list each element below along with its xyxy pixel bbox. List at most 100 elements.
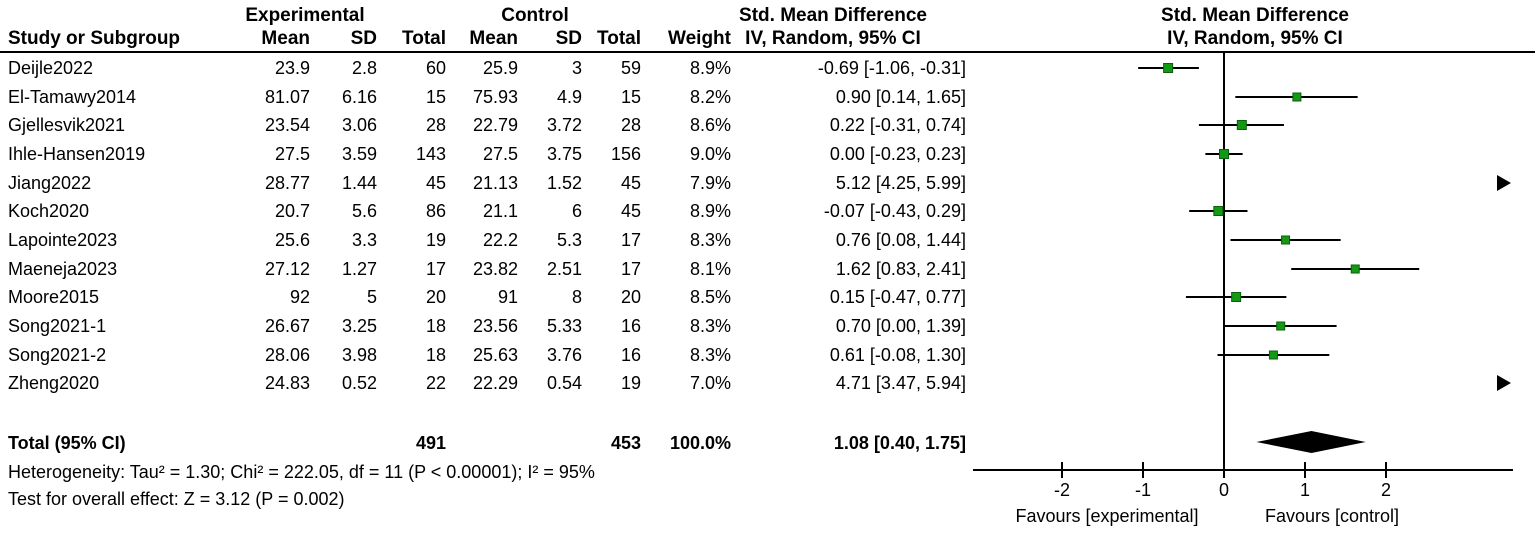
ctl-total-cell: 59 (620, 58, 641, 78)
exp-total-cell: 143 (415, 144, 446, 164)
effect-marker (1213, 206, 1224, 216)
ctl-mean-cell: 22.79 (472, 115, 518, 135)
summary-diamond (1256, 431, 1366, 453)
ctl-sd-cell: 2.51 (546, 259, 582, 279)
ci-text-cell: -0.07 [-0.43, 0.29] (823, 201, 966, 221)
offscale-right-arrow (1497, 375, 1511, 391)
exp-mean-cell: 23.9 (274, 58, 310, 78)
overall-effect-text: Test for overall effect: Z = 3.12 (P = 0… (8, 489, 345, 509)
ctl-total-column-header: Total (597, 28, 641, 49)
weight-cell: 8.6% (689, 115, 731, 135)
weight-cell: 8.2% (689, 87, 731, 107)
experimental-group-header: Experimental (245, 5, 365, 26)
ctl-mean-cell: 25.9 (482, 58, 518, 78)
ctl-total-cell: 17 (620, 259, 641, 279)
study-name: Gjellesvik2021 (8, 115, 126, 135)
ci-text-cell: 4.71 [3.47, 5.94] (835, 373, 966, 393)
effect-marker (1281, 235, 1291, 245)
effect-marker (1268, 350, 1278, 360)
exp-mean-cell: 28.06 (264, 345, 310, 365)
exp-sd-cell: 3.59 (341, 144, 377, 164)
study-name: Lapointe2023 (8, 230, 118, 250)
exp-mean-column-header: Mean (261, 28, 310, 49)
ci-text-cell: 5.12 [4.25, 5.99] (835, 173, 966, 193)
study-column-header: Study or Subgroup (8, 28, 181, 49)
weight-cell: 9.0% (689, 144, 731, 164)
total-ci-text: 1.08 [0.40, 1.75] (833, 433, 966, 453)
smd-text-column-header: Std. Mean Difference (739, 5, 927, 26)
exp-sd-cell: 2.8 (351, 58, 377, 78)
weight-cell: 8.5% (689, 287, 731, 307)
exp-total-cell: 22 (425, 373, 446, 393)
exp-mean-cell: 28.77 (264, 173, 310, 193)
ctl-total-cell: 28 (620, 115, 641, 135)
ctl-mean-column-header: Mean (469, 28, 518, 49)
ci-text-cell: 0.15 [-0.47, 0.77] (829, 287, 966, 307)
exp-sd-cell: 3.06 (341, 115, 377, 135)
weight-cell: 8.3% (689, 316, 731, 336)
ctl-sd-column-header: SD (555, 28, 582, 49)
ctl-mean-cell: 23.82 (472, 259, 518, 279)
exp-mean-cell: 23.54 (264, 115, 310, 135)
smd-plot-column-header: Std. Mean Difference (1161, 5, 1349, 26)
ci-text-cell: 0.90 [0.14, 1.65] (835, 87, 966, 107)
exp-total-cell: 20 (425, 287, 446, 307)
exp-sd-cell: 5.6 (351, 201, 377, 221)
exp-total-cell: 86 (425, 201, 446, 221)
study-name: Deijle2022 (8, 58, 94, 78)
exp-total-cell: 17 (425, 259, 446, 279)
exp-total-cell: 19 (425, 230, 446, 250)
axis-tick-label: 0 (1219, 480, 1229, 500)
favours-control-label: Favours [control] (1264, 506, 1400, 526)
exp-total-cell: 28 (425, 115, 446, 135)
axis-tick-label: -2 (1054, 480, 1070, 500)
ctl-sd-cell: 3.76 (546, 345, 582, 365)
ctl-mean-cell: 21.1 (482, 201, 518, 221)
axis-tick-label: 2 (1381, 480, 1391, 500)
offscale-right-arrow (1497, 175, 1511, 191)
study-name: Jiang2022 (8, 173, 92, 193)
ctl-mean-cell: 91 (497, 287, 518, 307)
exp-sd-cell: 1.27 (341, 259, 377, 279)
control-group-header: Control (501, 5, 569, 26)
ctl-mean-cell: 22.29 (472, 373, 518, 393)
exp-total-cell: 45 (425, 173, 446, 193)
exp-total-cell: 60 (425, 58, 446, 78)
weight-cell: 8.9% (689, 201, 731, 221)
ctl-mean-cell: 21.13 (472, 173, 518, 193)
exp-total-cell: 15 (425, 87, 446, 107)
exp-total-cell: 18 (425, 345, 446, 365)
ctl-sd-cell: 6 (571, 201, 582, 221)
ctl-mean-cell: 27.5 (482, 144, 518, 164)
effect-marker (1163, 63, 1174, 73)
weight-column-header: Weight (668, 28, 731, 49)
exp-mean-cell: 27.12 (264, 259, 310, 279)
exp-sd-cell: 3.25 (341, 316, 377, 336)
total-ctl-n: 453 (610, 433, 641, 453)
ci-text-cell: 0.70 [0.00, 1.39] (835, 316, 966, 336)
effect-marker (1350, 264, 1360, 274)
exp-total-cell: 18 (425, 316, 446, 336)
study-name: Maeneja2023 (8, 259, 118, 279)
method-text-column-header: IV, Random, 95% CI (745, 28, 921, 49)
weight-cell: 8.9% (689, 58, 731, 78)
weight-cell: 8.3% (689, 230, 731, 250)
exp-mean-cell: 27.5 (274, 144, 310, 164)
exp-sd-cell: 6.16 (341, 87, 377, 107)
exp-mean-cell: 81.07 (264, 87, 310, 107)
ctl-total-cell: 15 (620, 87, 641, 107)
ctl-sd-cell: 0.54 (546, 373, 582, 393)
ctl-total-cell: 19 (620, 373, 641, 393)
ci-text-cell: 0.00 [-0.23, 0.23] (829, 144, 966, 164)
exp-mean-cell: 20.7 (274, 201, 310, 221)
method-plot-column-header: IV, Random, 95% CI (1167, 28, 1343, 49)
exp-mean-cell: 25.6 (274, 230, 310, 250)
study-name: Ihle-Hansen2019 (8, 144, 146, 164)
effect-marker (1236, 120, 1247, 130)
ctl-mean-cell: 25.63 (472, 345, 518, 365)
exp-mean-cell: 92 (289, 287, 310, 307)
study-name: Moore2015 (8, 287, 100, 307)
exp-sd-cell: 3.98 (341, 345, 377, 365)
